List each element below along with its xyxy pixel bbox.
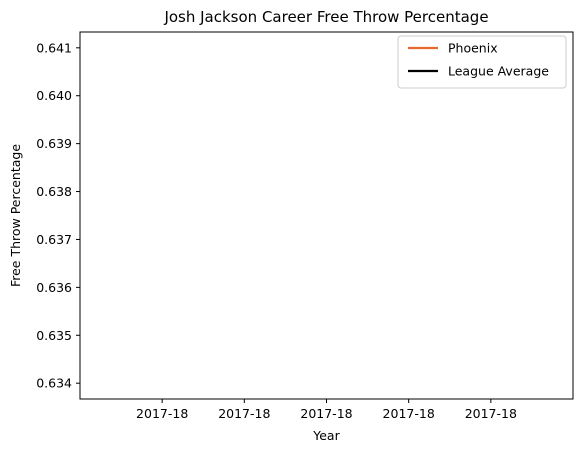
y-axis-ticks: 0.634 0.635 0.636 0.637 0.638 0.639 0.640 0.641	[36, 40, 80, 391]
y-tick-label: 0.634	[36, 376, 72, 391]
y-tick-label: 0.639	[36, 136, 72, 151]
y-tick-label: 0.636	[36, 280, 72, 295]
y-tick-label: 0.635	[36, 328, 72, 343]
x-tick-label: 2017-18	[300, 406, 352, 421]
x-axis-label: Year	[312, 428, 340, 443]
x-tick-label: 2017-18	[383, 406, 435, 421]
y-tick-label: 0.641	[36, 40, 72, 55]
x-axis-ticks: 2017-18 2017-18 2017-18 2017-18 2017-18	[136, 399, 517, 421]
legend-label-league-average: League Average	[448, 64, 549, 79]
legend-label-phoenix: Phoenix	[448, 41, 498, 56]
y-axis-label: Free Throw Percentage	[8, 144, 23, 287]
x-tick-label: 2017-18	[136, 406, 188, 421]
y-tick-label: 0.637	[36, 232, 72, 247]
x-tick-label: 2017-18	[218, 406, 270, 421]
legend-box	[397, 35, 567, 89]
x-tick-label: 2017-18	[465, 406, 517, 421]
y-tick-label: 0.638	[36, 184, 72, 199]
plot-frame	[79, 31, 574, 400]
y-tick-label: 0.640	[36, 88, 72, 103]
legend: Phoenix League Average	[397, 35, 567, 89]
chart-title: Josh Jackson Career Free Throw Percentag…	[163, 8, 488, 26]
